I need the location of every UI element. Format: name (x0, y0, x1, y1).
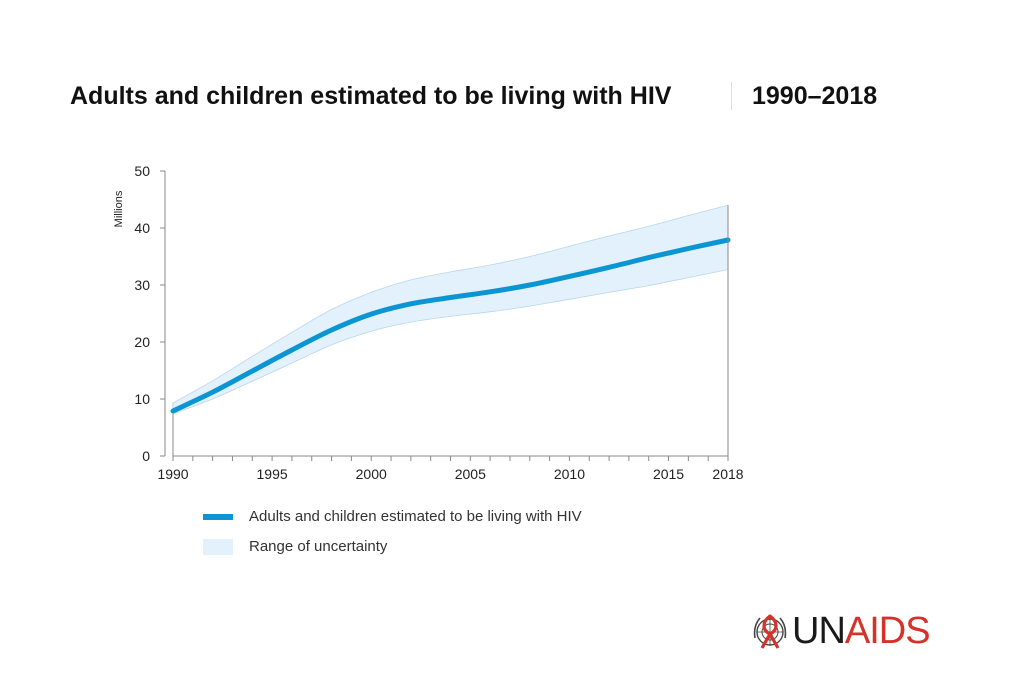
y-tick-label: 40 (134, 220, 150, 236)
logo-text-aids: AIDS (844, 610, 931, 652)
tick-labels: 0 10 20 30 40 50 1990 1995 2000 2005 2010 2015 2018 (134, 163, 743, 482)
estimate-line (170, 237, 731, 414)
x-tick-label: 2010 (554, 466, 585, 482)
x-tick-label: 1995 (257, 466, 288, 482)
x-tick-label: 2018 (712, 466, 743, 482)
legend-label-line: Adults and children estimated to be livi… (249, 508, 582, 525)
title-divider (731, 82, 732, 110)
legend-swatch-line (203, 514, 233, 520)
legend-label-band: Range of uncertainty (249, 538, 388, 555)
uncertainty-band (172, 204, 729, 415)
y-tick-label: 20 (134, 334, 150, 350)
logo-text-un: UN (792, 610, 846, 652)
un-emblem-icon (753, 614, 787, 649)
x-tick-label: 2005 (455, 466, 486, 482)
logo-wordmark: UNAIDS (792, 609, 931, 653)
y-tick-label: 0 (142, 448, 150, 464)
x-tick-label: 2000 (356, 466, 387, 482)
y-tick-label: 50 (134, 163, 150, 179)
x-tick-label: 2015 (653, 466, 684, 482)
legend-swatch-band (203, 539, 233, 555)
y-tick-label: 30 (134, 277, 150, 293)
x-tick-label: 1990 (157, 466, 188, 482)
axis-layer (160, 170, 729, 461)
chart-title: Adults and children estimated to be livi… (70, 82, 672, 110)
chart-year-range: 1990–2018 (752, 82, 878, 110)
y-tick-label: 10 (134, 391, 150, 407)
y-axis-label: Millions (113, 190, 125, 227)
